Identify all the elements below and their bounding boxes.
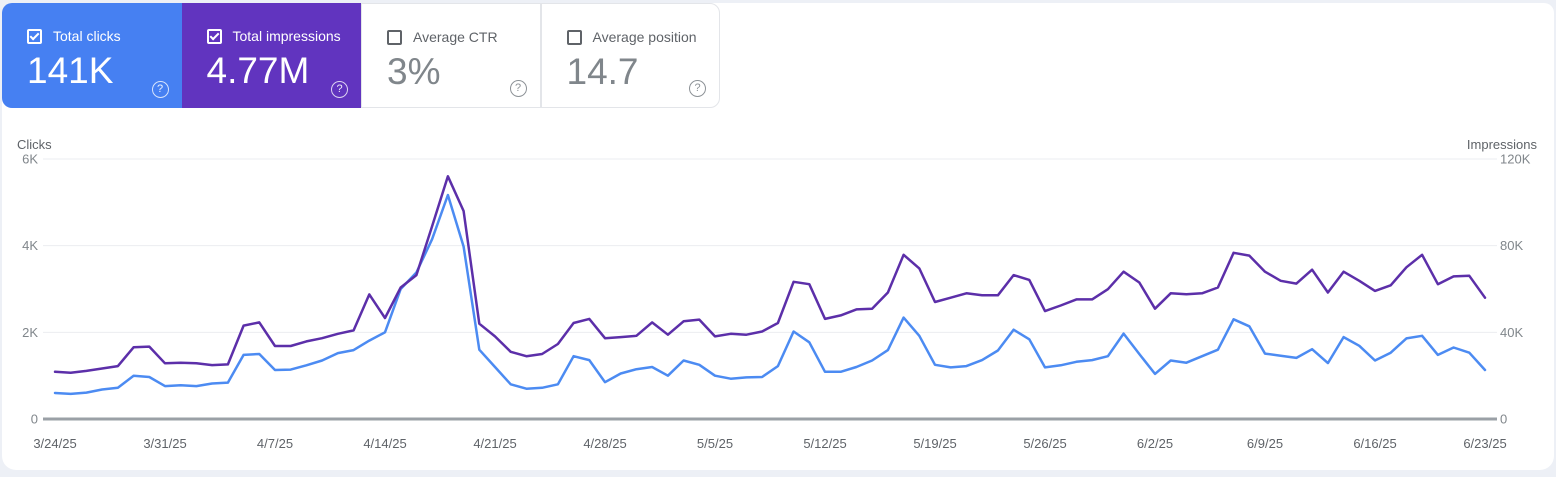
metric-card-value: 14.7 [566,51,639,92]
x-axis-date-label: 4/7/25 [257,436,293,451]
metric-card-label: Total impressions [232,28,341,44]
x-axis-date-label: 3/24/25 [33,436,76,451]
help-icon[interactable]: ? [151,81,169,98]
checkbox-unchecked-icon[interactable] [387,29,402,45]
clicks-line [53,193,1487,396]
metric-card-value: 4.77M [206,50,310,91]
metric-card-total-impressions[interactable]: Total impressions 4.77M ? [181,3,361,108]
metric-card-label: Total clicks [53,28,121,44]
metric-card-average-ctr[interactable]: Average CTR 3% ? [361,3,541,108]
x-axis-date-label: 5/5/25 [697,436,733,451]
left-axis-tick: 0 [31,412,38,427]
checkbox-checked-icon[interactable] [206,28,222,44]
metric-card-value: 141K [27,50,114,91]
checkbox-unchecked-icon[interactable] [566,29,582,45]
right-axis-tick: 80K [1500,238,1523,253]
metric-card-label: Average CTR [413,29,498,45]
x-axis-date-label: 5/12/25 [803,436,846,451]
right-axis-tick: 120K [1500,152,1531,167]
x-axis-date-label: 5/26/25 [1023,436,1066,451]
left-axis-title: Clicks [17,137,52,152]
x-axis-date-label: 6/2/25 [1137,436,1173,451]
checkbox-checked-icon[interactable] [27,28,42,44]
left-axis-tick: 6K [22,152,38,167]
x-axis-date-label: 5/19/25 [913,436,956,451]
right-axis-tick: 40K [1500,325,1523,340]
help-icon[interactable]: ? [509,80,527,97]
left-axis-tick: 4K [22,238,38,253]
metric-card-header: Total clicks [27,28,121,44]
performance-chart-svg[interactable]: 0 0 2K 40K 4K 80K 6K 120K Clicks Impressions 3/24/… [0,128,1556,473]
left-axis-tick: 2K [22,325,38,340]
right-axis-tick: 0 [1500,412,1507,427]
metric-card-header: Total impressions [206,28,341,44]
metric-card-value: 3% [387,51,441,92]
help-icon[interactable]: ? [331,81,348,98]
metric-card-total-clicks[interactable]: Total clicks 141K ? [2,3,182,108]
metric-card-header: Average position [566,29,697,45]
metric-cards-row: Total clicks 141K ? Total impressions 4.… [2,3,720,108]
x-axis-date-label: 6/9/25 [1247,436,1283,451]
metric-card-label: Average position [592,29,697,45]
x-axis-date-label: 4/28/25 [583,436,626,451]
x-axis-date-label: 4/14/25 [363,436,406,451]
x-axis-date-label: 6/23/25 [1463,436,1506,451]
impressions-line [53,175,1487,375]
x-axis-date-label: 3/31/25 [143,436,186,451]
metric-card-header: Average CTR [387,29,498,45]
x-axis-date-label: 4/21/25 [473,436,516,451]
metric-card-average-position[interactable]: Average position 14.7 ? [540,3,720,108]
right-axis-title: Impressions [1467,137,1538,152]
x-axis-date-label: 6/16/25 [1353,436,1396,451]
help-icon[interactable]: ? [689,80,706,97]
